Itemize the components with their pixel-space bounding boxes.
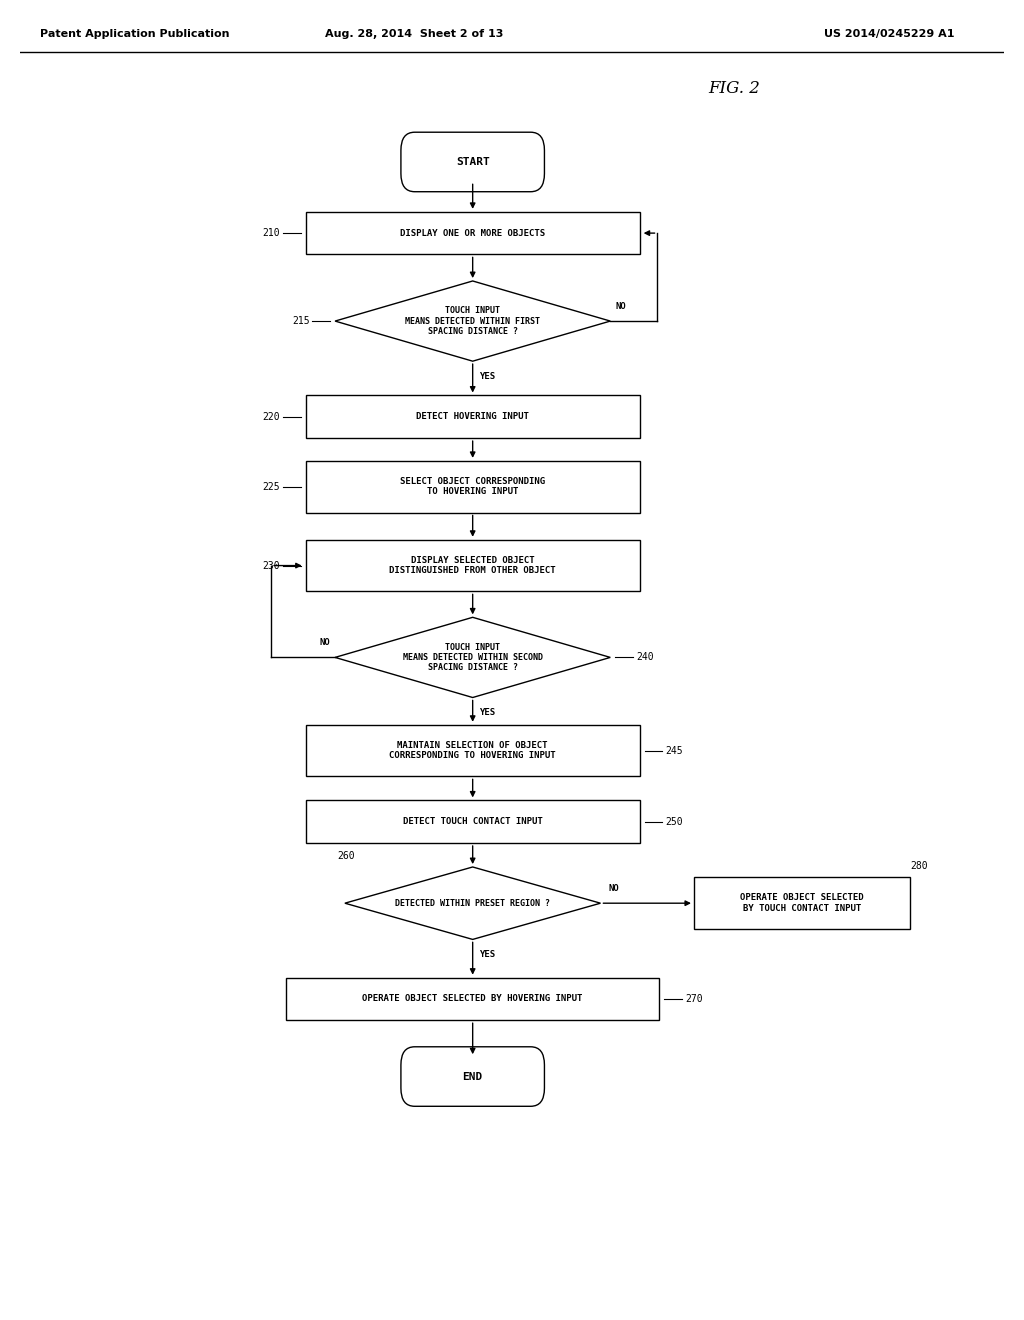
Bar [305,800,640,843]
Bar [305,461,640,512]
Text: 250: 250 [666,817,683,826]
Bar [694,878,910,929]
Text: 260: 260 [337,850,354,861]
Text: 270: 270 [685,994,702,1005]
Text: DETECTED WITHIN PRESET REGION ?: DETECTED WITHIN PRESET REGION ? [395,899,550,908]
Text: OPERATE OBJECT SELECTED
BY TOUCH CONTACT INPUT: OPERATE OBJECT SELECTED BY TOUCH CONTACT… [740,894,864,913]
Text: 215: 215 [292,315,309,326]
Bar [305,725,640,776]
Text: FIG. 2: FIG. 2 [709,79,761,96]
Text: NO: NO [319,638,330,647]
FancyBboxPatch shape [401,1047,545,1106]
Text: YES: YES [479,950,496,958]
Text: DETECT HOVERING INPUT: DETECT HOVERING INPUT [416,412,529,421]
Polygon shape [335,618,610,697]
Text: 210: 210 [262,228,280,238]
Text: END: END [463,1072,482,1081]
Text: 280: 280 [910,861,928,871]
Text: Aug. 28, 2014  Sheet 2 of 13: Aug. 28, 2014 Sheet 2 of 13 [325,29,503,38]
Text: YES: YES [479,708,496,717]
Text: 225: 225 [262,482,280,491]
Text: TOUCH INPUT
MEANS DETECTED WITHIN SECOND
SPACING DISTANCE ?: TOUCH INPUT MEANS DETECTED WITHIN SECOND… [402,643,543,672]
Text: DISPLAY ONE OR MORE OBJECTS: DISPLAY ONE OR MORE OBJECTS [400,228,545,238]
Text: TOUCH INPUT
MEANS DETECTED WITHIN FIRST
SPACING DISTANCE ?: TOUCH INPUT MEANS DETECTED WITHIN FIRST … [406,306,541,337]
Polygon shape [335,281,610,362]
Bar [305,540,640,591]
Text: NO: NO [608,884,620,892]
Text: US 2014/0245229 A1: US 2014/0245229 A1 [824,29,954,38]
Text: 230: 230 [262,561,280,570]
Text: DETECT TOUCH CONTACT INPUT: DETECT TOUCH CONTACT INPUT [402,817,543,826]
Text: OPERATE OBJECT SELECTED BY HOVERING INPUT: OPERATE OBJECT SELECTED BY HOVERING INPU… [362,994,583,1003]
Text: DISPLAY SELECTED OBJECT
DISTINGUISHED FROM OTHER OBJECT: DISPLAY SELECTED OBJECT DISTINGUISHED FR… [389,556,556,576]
Polygon shape [345,867,600,940]
Text: YES: YES [479,371,496,380]
Bar [286,978,659,1020]
Text: NO: NO [615,302,626,310]
Bar [305,396,640,438]
Text: 245: 245 [666,746,683,755]
Text: MAINTAIN SELECTION OF OBJECT
CORRESPONDING TO HOVERING INPUT: MAINTAIN SELECTION OF OBJECT CORRESPONDI… [389,741,556,760]
Text: 240: 240 [636,652,653,663]
Text: 220: 220 [262,412,280,422]
Text: START: START [456,157,489,166]
Text: SELECT OBJECT CORRESPONDING
TO HOVERING INPUT: SELECT OBJECT CORRESPONDING TO HOVERING … [400,477,545,496]
Text: Patent Application Publication: Patent Application Publication [40,29,229,38]
Bar [305,211,640,255]
FancyBboxPatch shape [401,132,545,191]
